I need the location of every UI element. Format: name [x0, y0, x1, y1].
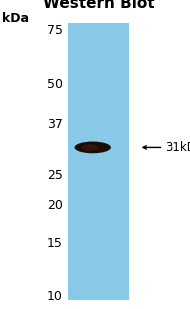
Ellipse shape: [82, 144, 98, 151]
Text: 75: 75: [47, 24, 63, 37]
Text: 50: 50: [47, 78, 63, 91]
Ellipse shape: [74, 142, 111, 153]
Text: kDa: kDa: [2, 12, 29, 25]
Text: 31kDa: 31kDa: [165, 141, 190, 154]
Text: 25: 25: [47, 169, 63, 182]
Text: 15: 15: [47, 237, 63, 250]
Text: 10: 10: [47, 290, 63, 303]
Bar: [68, 23, 129, 300]
Text: 20: 20: [47, 199, 63, 212]
Text: Western Blot: Western Blot: [43, 0, 155, 11]
Text: 37: 37: [47, 118, 63, 131]
